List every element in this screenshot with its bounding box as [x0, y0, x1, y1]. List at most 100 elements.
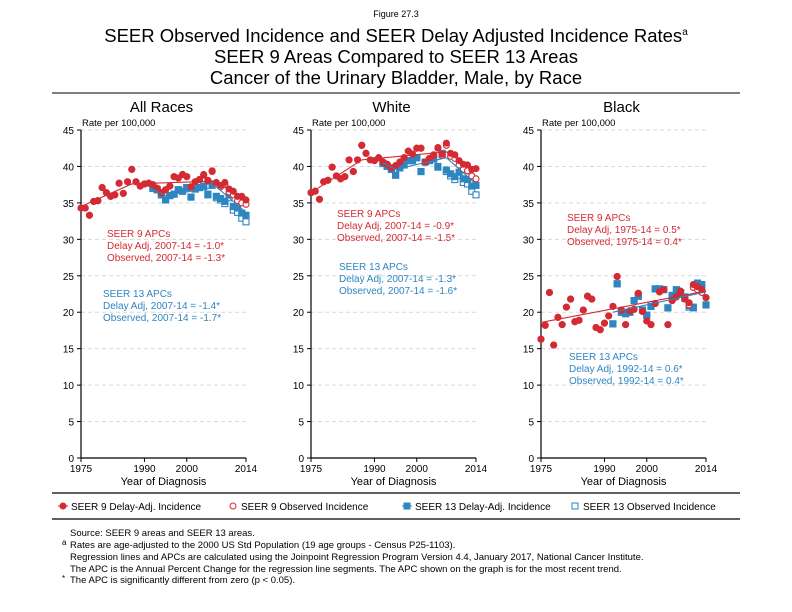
seer13-observed-point — [242, 218, 250, 226]
seer9-delay-point — [315, 195, 324, 203]
seer9-delay-point — [128, 165, 136, 173]
seer9-delay-point — [550, 341, 558, 349]
y-axis-label: Rate per 100,000 — [542, 118, 615, 129]
seer9-delay-point — [647, 321, 655, 329]
seer13-delay-point — [242, 211, 250, 219]
legend-label: SEER 9 Observed Incidence — [241, 502, 369, 513]
x-axis-label: Year of Diagnosis — [351, 476, 437, 488]
seer13-trend-line — [152, 186, 247, 213]
seer13-delay-point — [434, 162, 442, 170]
x-tick-label: 1990 — [363, 464, 386, 475]
seer9-delay-point — [558, 321, 566, 329]
x-tick-label: 1990 — [593, 464, 616, 475]
y-tick-label: 25 — [293, 272, 305, 283]
chart-title-line1: SEER Observed Incidence and SEER Delay A… — [0, 25, 792, 47]
seer9-trend-line — [540, 290, 707, 323]
legend-item: SEER 9 Observed Incidence — [229, 502, 369, 513]
seer9-delay-point — [417, 144, 425, 152]
seer9-delay-point — [442, 139, 450, 147]
seer9-delay-point — [575, 316, 583, 324]
seer9-delay-point — [115, 179, 123, 187]
y-tick-label: 5 — [298, 418, 304, 429]
seer13-delay-point — [187, 193, 195, 201]
seer9-delay-point — [311, 187, 319, 195]
seer13-apc-text: Observed, 1992-14 = 0.4* — [569, 376, 684, 387]
y-tick-label: 5 — [528, 418, 534, 429]
footnote-star: The APC is significantly different from … — [70, 575, 296, 586]
x-tick-label: 2000 — [406, 464, 429, 475]
seer9-trend-line — [80, 180, 247, 208]
legend-marker-open-circle-icon — [229, 502, 237, 510]
seer9-delay-point — [660, 286, 668, 294]
seer13-delay-point — [178, 187, 187, 195]
legend-marker-filled-circle-icon — [59, 502, 67, 510]
seer9-delay-point — [208, 167, 216, 175]
seer9-delay-point — [609, 302, 617, 310]
seer13-apc-text: Delay Adj, 2007-14 = -1.3* — [339, 274, 456, 285]
y-tick-label: 15 — [63, 345, 75, 356]
y-tick-label: 30 — [293, 235, 305, 246]
seer9-delay-point — [685, 299, 693, 307]
seer13-delay-point — [442, 166, 450, 174]
y-tick-label: 25 — [523, 272, 535, 283]
footnote-a-mark: a — [62, 538, 67, 547]
seer9-delay-point — [166, 182, 174, 190]
seer13-apc-text: Observed, 2007-14 = -1.7* — [103, 313, 221, 324]
footnote-apc: The APC is the Annual Percent Change for… — [70, 564, 622, 575]
y-tick-label: 20 — [63, 308, 75, 319]
panel-white: White Rate per 100,000 0 5 10 15 20 25 30 35 40 45 1… — [293, 99, 488, 488]
title-superscript: a — [682, 26, 688, 38]
seer13-apc-text: Delay Adj, 2007-14 = -1.4* — [103, 301, 220, 312]
y-tick-label: 40 — [63, 162, 75, 173]
y-tick-label: 30 — [63, 235, 75, 246]
panel-all-races: All Races Rate per 100,000 0 5 10 15 20 25 30 35 4… — [63, 99, 258, 488]
seer9-delay-point — [85, 211, 94, 219]
y-tick-label: 0 — [68, 454, 74, 465]
seer9-delay-point — [702, 294, 710, 302]
seer13-apc-text: Delay Adj, 1992-14 = 0.6* — [569, 364, 683, 375]
seer9-apc-text: Observed, 1975-14 = 0.4* — [567, 237, 682, 248]
seer13-delay-point — [613, 280, 621, 288]
x-tick-label: 1975 — [70, 464, 93, 475]
seer9-delay-point — [183, 173, 191, 181]
panel-title: Black — [603, 99, 640, 116]
legend-label: SEER 13 Observed Incidence — [583, 502, 716, 513]
seer9-delay-point — [579, 306, 587, 314]
y-tick-label: 15 — [293, 345, 305, 356]
y-tick-label: 35 — [523, 199, 535, 210]
seer9-delay-point — [613, 272, 621, 281]
y-tick-label: 5 — [68, 418, 74, 429]
seer9-apc-text: Observed, 2007-14 = -1.5* — [337, 233, 455, 244]
legend-marker-open-square-icon — [571, 502, 579, 510]
seer9-apc-text: Observed, 2007-14 = -1.3* — [107, 253, 225, 264]
panel-title: All Races — [130, 99, 193, 116]
seer13-apc-text: Observed, 2007-14 = -1.6* — [339, 286, 457, 297]
seer9-delay-point — [328, 163, 336, 171]
seer13-delay-point — [664, 304, 672, 312]
seer9-delay-point — [596, 326, 604, 334]
seer9-delay-point — [396, 158, 404, 166]
seer13-delay-point — [630, 297, 638, 305]
legend-label: SEER 13 Delay-Adj. Incidence — [415, 502, 551, 513]
legend-item: SEER 9 Delay-Adj. Incidence — [58, 502, 202, 513]
panel-title: White — [372, 99, 410, 116]
seer9-apc-text: Delay Adj, 2007-14 = -0.9* — [337, 221, 454, 232]
x-tick-label: 1990 — [133, 464, 156, 475]
seer9-delay-point — [622, 321, 630, 329]
y-tick-label: 10 — [523, 381, 535, 392]
x-tick-label: 2014 — [465, 464, 488, 475]
seer13-trend-line — [382, 157, 477, 185]
x-axis-label: Year of Diagnosis — [121, 476, 207, 488]
seer9-delay-point — [664, 321, 672, 329]
y-tick-label: 35 — [63, 199, 75, 210]
seer9-delay-point — [345, 156, 353, 164]
seer9-delay-point — [98, 184, 106, 192]
seer13-apc-text: SEER 13 APCs — [103, 289, 172, 300]
y-tick-label: 45 — [293, 126, 305, 137]
seer9-delay-point — [358, 141, 366, 149]
y-tick-label: 10 — [293, 381, 305, 392]
seer9-delay-point — [341, 173, 349, 181]
y-tick-label: 0 — [528, 454, 534, 465]
